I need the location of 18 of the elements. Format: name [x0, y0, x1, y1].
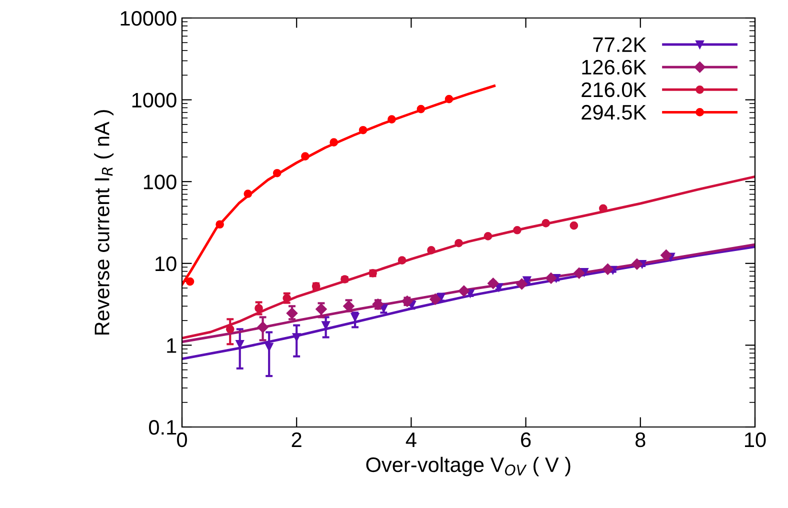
y-tick-label: 0.1	[148, 420, 176, 435]
y-axis-title: Reverse current I$_{R}$ ( nA )	[94, 110, 114, 335]
x-axis-title: Over-voltage V$_{OV}$ ( V )	[366, 456, 570, 476]
y-tick-label: 100	[144, 174, 176, 190]
x-tick-label: 4	[406, 432, 416, 447]
x-tick-label: 10	[745, 432, 766, 448]
legend-label: 216.0K	[582, 82, 646, 98]
legend-label: 77.2K	[593, 37, 646, 52]
legend-label: 126.6K	[582, 60, 646, 75]
y-tick-label: 10000	[120, 11, 176, 26]
y-tick-label: 1000	[132, 92, 176, 108]
x-tick-label: 6	[521, 432, 531, 448]
y-tick-label: 10	[156, 256, 176, 272]
y-tick-label: 1	[167, 338, 176, 353]
x-tick-label: 0	[177, 432, 187, 448]
x-tick-label: 8	[636, 432, 646, 448]
x-tick-label: 2	[292, 432, 302, 447]
legend-label: 294.5K	[582, 104, 646, 120]
